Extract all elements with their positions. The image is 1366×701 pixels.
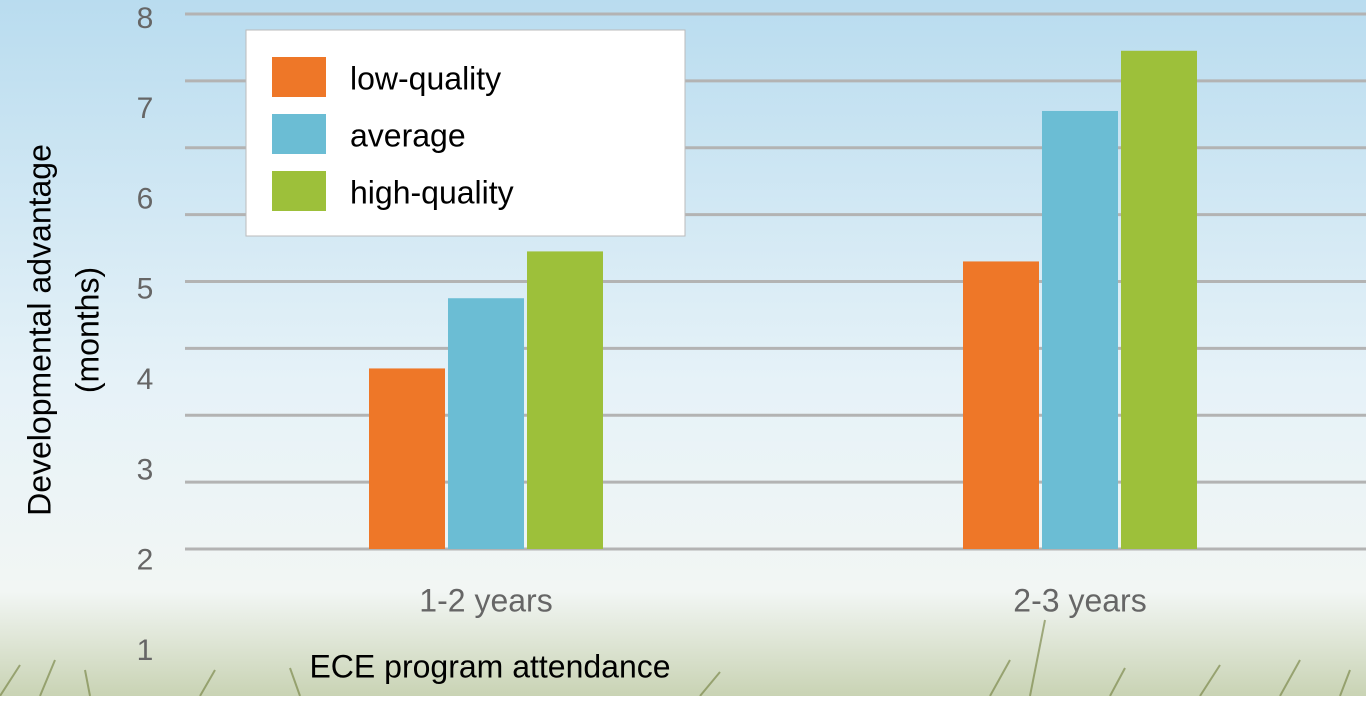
legend: low-quality average high-quality bbox=[245, 29, 686, 237]
legend-label: average bbox=[350, 117, 466, 153]
y-tick-label: 8 bbox=[137, 2, 154, 35]
y-tick-label: 5 bbox=[137, 273, 154, 306]
y-tick-label: 4 bbox=[137, 363, 154, 396]
bar bbox=[369, 368, 445, 549]
x-tick-label: 1-2 years bbox=[419, 582, 552, 618]
grass bbox=[0, 619, 1351, 697]
legend-swatch bbox=[272, 114, 326, 154]
y-axis-title: Developmental advantage bbox=[21, 144, 57, 516]
legend-swatch bbox=[272, 171, 326, 211]
y-axis-title: (months) bbox=[69, 267, 105, 393]
bar bbox=[1042, 110, 1118, 549]
legend-swatch bbox=[272, 57, 326, 97]
bar bbox=[448, 298, 524, 549]
x-tick-label: 2-3 years bbox=[1013, 582, 1146, 618]
legend-label: high-quality bbox=[350, 174, 514, 210]
y-tick-label: 6 bbox=[137, 182, 154, 215]
y-tick-label: 1 bbox=[137, 634, 154, 667]
bar bbox=[527, 251, 603, 549]
plot: 1 2 3 4 5 6 7 8 1-2 years 2-3 years bbox=[137, 2, 1366, 667]
y-tick-label: 2 bbox=[137, 544, 154, 577]
x-axis-title: ECE program attendance bbox=[309, 648, 670, 684]
y-tick-label: 7 bbox=[137, 92, 154, 125]
bar bbox=[1121, 50, 1197, 549]
bar bbox=[963, 261, 1039, 549]
legend-label: low-quality bbox=[350, 60, 501, 96]
y-tick-label: 3 bbox=[137, 453, 154, 486]
